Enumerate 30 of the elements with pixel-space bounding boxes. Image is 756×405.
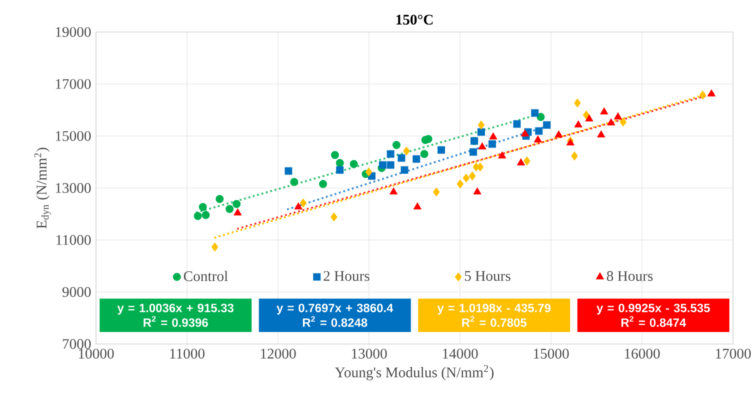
legend-label: Control [184, 270, 228, 282]
legend-label: 5 Hours [464, 271, 510, 281]
x-axis-title: Young's Modulus (N/mm$^{2}$) [334, 365, 494, 380]
y-tick-label: 15000 [56, 131, 91, 141]
annotation: R$^{2}$ = 0.7805 [462, 316, 527, 327]
x-tick-label: 16000 [624, 348, 660, 359]
annotation: y = 1.0036x + 915.33 [117, 304, 234, 315]
annotation: y = 0.7697x + 3860.4 [276, 304, 394, 315]
x-tick-label: 17000 [716, 348, 751, 359]
legend-label: 2 Hours [324, 271, 370, 281]
annotation: R$^{2}$ = 0.8474 [621, 316, 686, 327]
x-tick-label: 12000 [260, 348, 296, 359]
y-tick-label: 11000 [56, 235, 91, 245]
x-tick-label: 14000 [442, 348, 478, 359]
annotation: y = 1.0198x - 435.79 [437, 304, 551, 315]
x-tick-label: 15000 [534, 348, 569, 359]
annotation: R$^{2}$ = 0.9396 [144, 316, 208, 327]
x-tick-label: 11000 [170, 348, 205, 359]
chart-title: 150°C [396, 14, 433, 25]
y-tick-label: 7000 [62, 339, 91, 349]
y-tick-label: 13000 [56, 183, 91, 193]
x-tick-label: 13000 [352, 348, 387, 359]
x-tick-label: 10000 [78, 348, 114, 359]
y-tick-label: 17000 [56, 79, 91, 89]
legend-label: 8 Hours [606, 271, 653, 281]
y-axis-title: E$_{dyn}$ (N/mm$^{2}$) [34, 148, 51, 228]
annotation: R$^{2}$ = 0.8248 [302, 316, 368, 327]
y-tick-label: 9000 [62, 287, 91, 297]
y-tick-label: 19000 [56, 27, 91, 37]
annotation: y = 0.9925x - 35.535 [596, 304, 710, 315]
